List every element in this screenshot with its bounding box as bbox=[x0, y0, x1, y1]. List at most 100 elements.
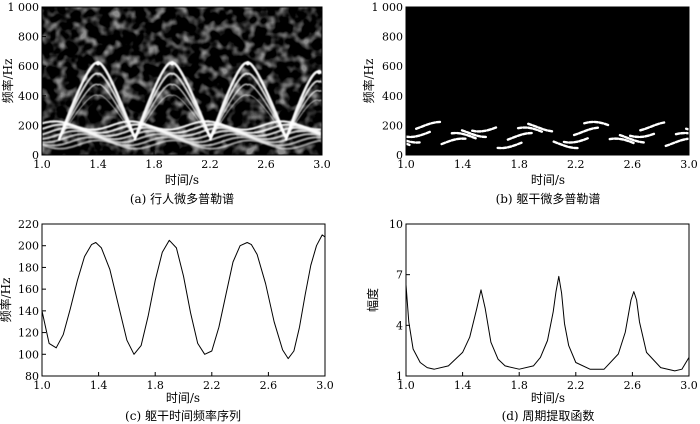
panel-b-torso-echo bbox=[547, 129, 554, 133]
panel-c-ylabel: 频率/Hz bbox=[0, 278, 13, 323]
panel-b-xtick-label: 1.4 bbox=[454, 158, 472, 171]
panel-b: 1.0 1.4 1.8 2.2 2.6 3.0 0 200 400 600 800 1 000 时间/… bbox=[361, 1, 698, 206]
panel-b-torso-echo bbox=[537, 129, 544, 133]
panel-b-torso-echo bbox=[471, 135, 477, 140]
panel-b-torso-echo bbox=[445, 139, 452, 144]
panel-c-xtick-label: 2.2 bbox=[203, 379, 221, 392]
panel-b-torso-echo bbox=[674, 139, 681, 144]
panel-b-torso-echo bbox=[623, 138, 630, 143]
panel-b-torso-echo bbox=[506, 145, 513, 149]
panel-b-torso-echo bbox=[414, 134, 421, 138]
panel-b-torso-echo bbox=[603, 122, 610, 127]
panel-c-caption: (c) 躯干时间频率序列 bbox=[125, 408, 241, 423]
panel-b-torso-echo bbox=[618, 133, 625, 138]
panel-b-torso-echo bbox=[583, 128, 589, 133]
panel-d-ytick-label: 7 bbox=[396, 269, 403, 282]
panel-b-torso-echo bbox=[537, 126, 544, 131]
panel-b-xtick-label: 1.0 bbox=[397, 158, 415, 171]
panel-c-series-line bbox=[41, 234, 326, 360]
panel-b-torso-echo bbox=[639, 128, 645, 132]
panel-b-torso-echo bbox=[465, 131, 472, 135]
panel-b-torso-echo bbox=[664, 143, 671, 148]
panel-b-torso-echo bbox=[634, 139, 640, 143]
panel-c-xtick-label: 3.0 bbox=[316, 379, 334, 392]
panel-b-torso-echo bbox=[506, 137, 513, 141]
panel-a-limb-arch bbox=[284, 89, 322, 141]
panel-b-torso-echo bbox=[486, 128, 493, 132]
panel-b-torso-echo bbox=[511, 135, 518, 139]
panel-d-xtick-label: 2.6 bbox=[624, 379, 642, 392]
panel-b-torso-echo bbox=[618, 137, 625, 141]
panel-b-torso-echo bbox=[583, 121, 589, 125]
panel-a-ytick-label: 0 bbox=[32, 149, 39, 162]
panel-b-xtick-label: 3.0 bbox=[680, 158, 698, 171]
panel-a-caption: (a) 行人微多普勒谱 bbox=[130, 192, 234, 206]
panel-c-ytick-label: 180 bbox=[18, 261, 39, 274]
panel-d-series-line bbox=[405, 275, 690, 372]
panel-b-ytick-label: 1 000 bbox=[372, 1, 404, 14]
panel-b-xtick-label: 2.2 bbox=[567, 158, 585, 171]
panel-b-torso-echo bbox=[572, 132, 579, 137]
panel-b-torso-echo bbox=[511, 143, 518, 148]
panel-d-ytick-label: 10 bbox=[389, 218, 403, 231]
panel-a-limb-arch bbox=[209, 72, 287, 141]
panel-b-torso-echo bbox=[460, 129, 467, 133]
panel-b-caption: (b) 躯干微多普勒谱 bbox=[496, 191, 601, 206]
panel-a-limb-arch bbox=[209, 94, 287, 141]
panel-b-torso-echo bbox=[527, 122, 533, 127]
panel-a-xtick-label: 1.4 bbox=[89, 158, 107, 171]
panel-b-torso-echo bbox=[465, 133, 472, 138]
panel-b-ytick-label: 800 bbox=[382, 31, 403, 44]
panel-d-xtick-label: 3.0 bbox=[680, 379, 698, 392]
panel-b-torso-echo bbox=[623, 135, 630, 140]
panel-a-ytick-label: 400 bbox=[18, 90, 39, 103]
panel-b-torso-echo bbox=[674, 132, 681, 136]
panel-a-limb-peak bbox=[95, 61, 101, 66]
panel-b-torso-echo bbox=[420, 132, 426, 137]
panel-a-limb-peak bbox=[170, 61, 175, 66]
panel-a-ytick-label: 600 bbox=[18, 60, 39, 73]
panel-c-ytick-label: 160 bbox=[18, 283, 39, 296]
panel-b-torso-echo bbox=[425, 130, 431, 135]
panel-b-torso-echo bbox=[588, 127, 594, 131]
panel-b-torso-echo bbox=[406, 142, 411, 147]
panel-b-torso-echo bbox=[644, 134, 651, 138]
panel-c-ytick-label: 120 bbox=[18, 327, 39, 340]
panel-a-torso-band bbox=[42, 123, 322, 134]
panel-b-torso-echo bbox=[516, 141, 523, 146]
panel-b-torso-echo bbox=[532, 124, 538, 129]
panel-b-torso-echo bbox=[532, 127, 538, 131]
panel-b-torso-echo bbox=[552, 140, 559, 145]
panel-d-plot-area bbox=[405, 223, 690, 377]
panel-b-torso-echo bbox=[557, 142, 564, 147]
panel-b-torso-echo bbox=[516, 133, 523, 137]
panel-a-limb-peak bbox=[245, 61, 250, 66]
panel-b-torso-echo bbox=[450, 138, 457, 142]
panel-b-ytick-label: 400 bbox=[382, 90, 403, 103]
panel-b-torso-echo bbox=[460, 132, 467, 136]
panel-b-torso-echo bbox=[414, 126, 421, 130]
panel-a-limb-arch bbox=[58, 83, 136, 141]
panel-a-limb-arch bbox=[209, 83, 287, 141]
panel-d-xtick-label: 1.0 bbox=[397, 379, 415, 392]
panel-b-torso-echo bbox=[440, 141, 447, 146]
panel-d-caption: (d) 周期提取函数 bbox=[502, 408, 595, 423]
panel-b-torso-echo bbox=[649, 124, 656, 129]
panel-d: 1.0 1.4 1.8 2.2 2.6 3.0 1 4 7 10 时间/s 幅度 (d) 周期提取… bbox=[365, 218, 698, 423]
panel-b-torso-echo bbox=[476, 134, 482, 138]
panel-b-torso-echo bbox=[562, 144, 569, 148]
panel-b-torso-echo bbox=[425, 122, 431, 127]
panel-b-plot-area bbox=[406, 7, 689, 155]
panel-c-xtick-label: 1.8 bbox=[146, 379, 164, 392]
panel-c-ytick-label: 80 bbox=[25, 370, 39, 383]
panel-b-torso-echo bbox=[679, 138, 686, 142]
panel-a-ylabel: 频率/Hz bbox=[0, 59, 15, 104]
panel-a-xtick-label: 2.2 bbox=[201, 158, 219, 171]
panel-b-torso-echo bbox=[572, 140, 579, 144]
panel-a-limb-arch bbox=[133, 83, 211, 141]
panel-a-limb-arch bbox=[284, 80, 322, 141]
panel-a-xlabel: 时间/s bbox=[165, 173, 199, 187]
panel-c-plot-area bbox=[41, 223, 326, 377]
panel-c-ytick-label: 140 bbox=[18, 305, 39, 318]
panel-d-xtick-label: 2.2 bbox=[567, 379, 585, 392]
